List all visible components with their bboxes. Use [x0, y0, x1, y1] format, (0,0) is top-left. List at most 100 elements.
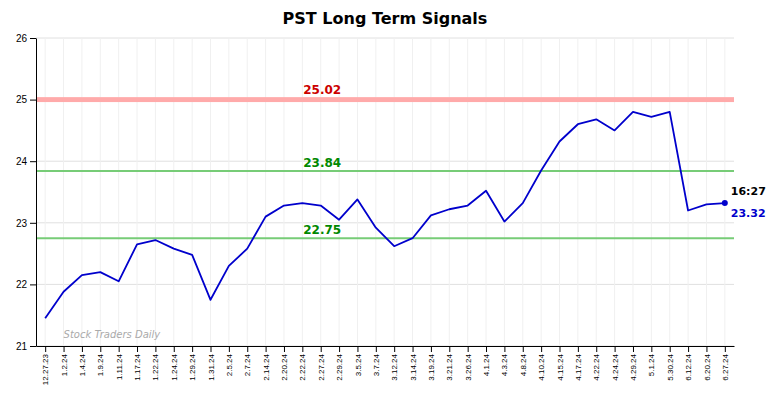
y-tick-mark [30, 346, 36, 347]
x-tick: 4.22.24 [592, 346, 601, 381]
y-tick-mark [30, 284, 36, 285]
x-tick-label: 3.14.24 [409, 353, 418, 380]
x-tick: 4.10.24 [537, 346, 546, 381]
grid-line [155, 38, 156, 346]
grid-line [430, 38, 431, 346]
x-tick: 5.30.24 [666, 346, 675, 381]
x-tick-mark [302, 346, 303, 352]
x-tick-label: 4.1.24 [482, 353, 491, 376]
x-tick-mark [486, 346, 487, 352]
x-tick: 1.9.24 [96, 346, 105, 376]
x-tick-mark [523, 346, 524, 352]
x-tick: 4.29.24 [629, 346, 638, 381]
grid-line [375, 38, 376, 346]
reference-line [36, 170, 734, 172]
x-tick-mark [211, 346, 212, 352]
x-tick: 2.27.24 [317, 346, 326, 381]
x-tick: 3.21.24 [445, 346, 454, 381]
x-tick-label: 4.15.24 [556, 353, 565, 380]
grid-line [36, 284, 734, 285]
price-line [45, 112, 725, 318]
band [36, 97, 734, 102]
grid-line [36, 161, 734, 162]
y-tick: 24 [16, 156, 36, 167]
grid-line [228, 38, 229, 346]
grid-line [36, 38, 734, 39]
grid-line [724, 38, 725, 346]
grid-line [651, 38, 652, 346]
grid-line [449, 38, 450, 346]
x-tick-label: 1.31.24 [207, 353, 216, 380]
x-tick-label: 5.30.24 [666, 353, 675, 380]
x-tick-mark [449, 346, 450, 352]
grid-line [173, 38, 174, 346]
x-tick-mark [45, 346, 46, 352]
x-tick: 6.12.24 [684, 346, 693, 381]
x-tick: 1.31.24 [207, 346, 216, 381]
x-tick-mark [174, 346, 175, 352]
x-tick: 3.26.24 [464, 346, 473, 381]
x-tick: 4.24.24 [611, 346, 620, 381]
grid [36, 38, 734, 346]
x-tick-label: 1.29.24 [188, 353, 197, 380]
x-tick-label: 4.29.24 [629, 353, 638, 380]
x-tick: 2.29.24 [335, 346, 344, 381]
x-tick-mark [615, 346, 616, 352]
x-tick-label: 1.9.24 [96, 353, 105, 376]
x-tick-mark [284, 346, 285, 352]
x-tick: 4.8.24 [519, 346, 528, 376]
x-tick-mark [376, 346, 377, 352]
y-tick-mark [30, 38, 36, 39]
x-tick: 1.2.24 [60, 346, 69, 376]
x-tick-mark [394, 346, 395, 352]
grid-line [63, 38, 64, 346]
x-tick-label: 1.22.24 [151, 353, 160, 380]
x-tick-mark [633, 346, 634, 352]
x-axis: 12.27.23 1.2.24 1.4.24 1.9.24 1.11.24 1.17.24… [37, 346, 735, 385]
grid-line [81, 38, 82, 346]
x-tick: 6.27.24 [721, 346, 730, 381]
grid-line [559, 38, 560, 346]
x-tick-label: 2.29.24 [335, 353, 344, 380]
x-tick-label: 4.10.24 [537, 353, 546, 380]
x-tick-label: 1.11.24 [115, 353, 124, 380]
x-tick-label: 12.27.23 [41, 353, 50, 385]
x-tick: 2.14.24 [262, 346, 271, 381]
grid-line [45, 38, 46, 346]
x-tick-label: 2.7.24 [243, 353, 252, 376]
x-tick-mark [229, 346, 230, 352]
grid-line [118, 38, 119, 346]
x-tick-label: 1.4.24 [78, 353, 87, 376]
x-tick-label: 3.26.24 [464, 353, 473, 380]
x-tick: 1.17.24 [133, 346, 142, 381]
x-tick-label: 2.27.24 [317, 353, 326, 380]
x-tick-mark [468, 346, 469, 352]
x-tick-mark [504, 346, 505, 352]
grid-line [137, 38, 138, 346]
x-tick-mark [339, 346, 340, 352]
x-tick-mark [155, 346, 156, 352]
x-axis-line [37, 346, 735, 347]
end-dot [722, 200, 728, 206]
end-label-price: 23.32 [731, 207, 766, 220]
x-tick: 4.3.24 [500, 346, 509, 376]
chart: 12.27.23 1.2.24 1.4.24 1.9.24 1.11.24 1.17.24… [0, 0, 784, 398]
grid-line [706, 38, 707, 346]
x-tick-label: 5.1.24 [647, 353, 656, 376]
grid-line [522, 38, 523, 346]
grid-line [577, 38, 578, 346]
x-tick-mark [137, 346, 138, 352]
x-tick-mark [192, 346, 193, 352]
grid-line [100, 38, 101, 346]
y-tick-label: 21 [16, 341, 28, 352]
grid-line [467, 38, 468, 346]
grid-line [394, 38, 395, 346]
watermark: Stock Traders Daily [64, 329, 162, 340]
x-tick-label: 4.8.24 [519, 353, 528, 376]
x-tick: 2.22.24 [298, 346, 307, 381]
x-tick: 1.4.24 [78, 346, 87, 376]
grid-line [669, 38, 670, 346]
x-tick-mark [688, 346, 689, 352]
x-tick-label: 2.20.24 [280, 353, 289, 380]
y-axis: 212223242526 [16, 33, 37, 352]
